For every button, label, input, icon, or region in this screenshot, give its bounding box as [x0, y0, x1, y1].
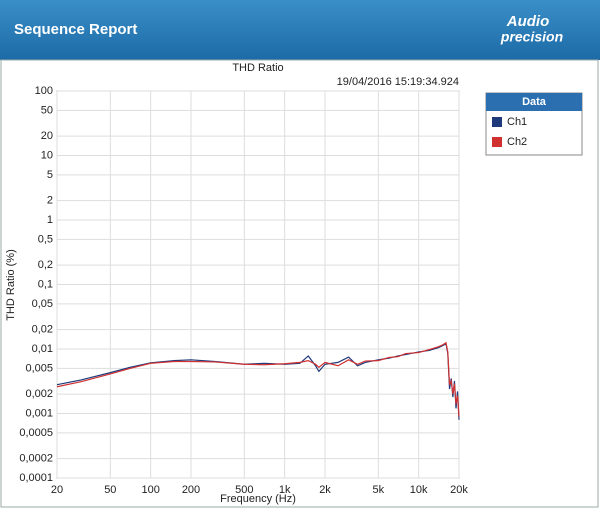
y-tick-label: 0,005 [25, 362, 53, 374]
y-tick-label: 0,5 [38, 233, 53, 245]
y-tick-label: 0,02 [32, 323, 53, 335]
legend-title: Data [522, 96, 547, 108]
y-tick-label: 0,2 [38, 259, 53, 271]
series-line [56, 341, 460, 417]
header-title: Sequence Report [14, 21, 137, 38]
y-tick-label: 20 [41, 130, 53, 142]
series-line [56, 342, 460, 420]
legend-swatch [492, 117, 502, 127]
y-tick-label: 0,001 [25, 407, 53, 419]
y-tick-label: 5 [47, 169, 53, 181]
y-axis-label: THD Ratio (%) [5, 249, 17, 321]
x-axis-label: Frequency (Hz) [220, 493, 296, 505]
y-tick-label: 0,1 [38, 278, 53, 290]
y-tick-label: 0,01 [32, 343, 53, 355]
legend-swatch [492, 137, 502, 147]
legend-label: Ch2 [507, 136, 527, 148]
logo-bottom: precision [500, 29, 563, 45]
x-tick-label: 200 [182, 484, 200, 496]
y-tick-label: 0,05 [32, 298, 53, 310]
x-tick-label: 100 [141, 484, 159, 496]
y-tick-label: 0,0002 [19, 452, 53, 464]
x-tick-label: 2k [319, 484, 331, 496]
legend-label: Ch1 [507, 116, 527, 128]
chart-title: THD Ratio [232, 62, 283, 74]
y-tick-label: 100 [35, 85, 53, 97]
timestamp: 19/04/2016 15:19:34.924 [337, 76, 459, 88]
x-tick-label: 50 [104, 484, 116, 496]
x-tick-label: 20k [450, 484, 468, 496]
logo-top: Audio [506, 13, 550, 30]
header-bar [0, 0, 600, 60]
x-tick-label: 1k [279, 484, 291, 496]
y-tick-label: 0,002 [25, 388, 53, 400]
y-tick-label: 0,0001 [19, 472, 53, 484]
y-tick-label: 1 [47, 214, 53, 226]
x-tick-label: 5k [373, 484, 385, 496]
y-tick-label: 50 [41, 104, 53, 116]
y-tick-label: 2 [47, 194, 53, 206]
y-tick-label: 10 [41, 149, 53, 161]
y-tick-label: 0,0005 [19, 427, 53, 439]
x-tick-label: 500 [235, 484, 253, 496]
legend-header [486, 93, 582, 111]
x-tick-label: 20 [51, 484, 63, 496]
x-tick-label: 10k [410, 484, 428, 496]
